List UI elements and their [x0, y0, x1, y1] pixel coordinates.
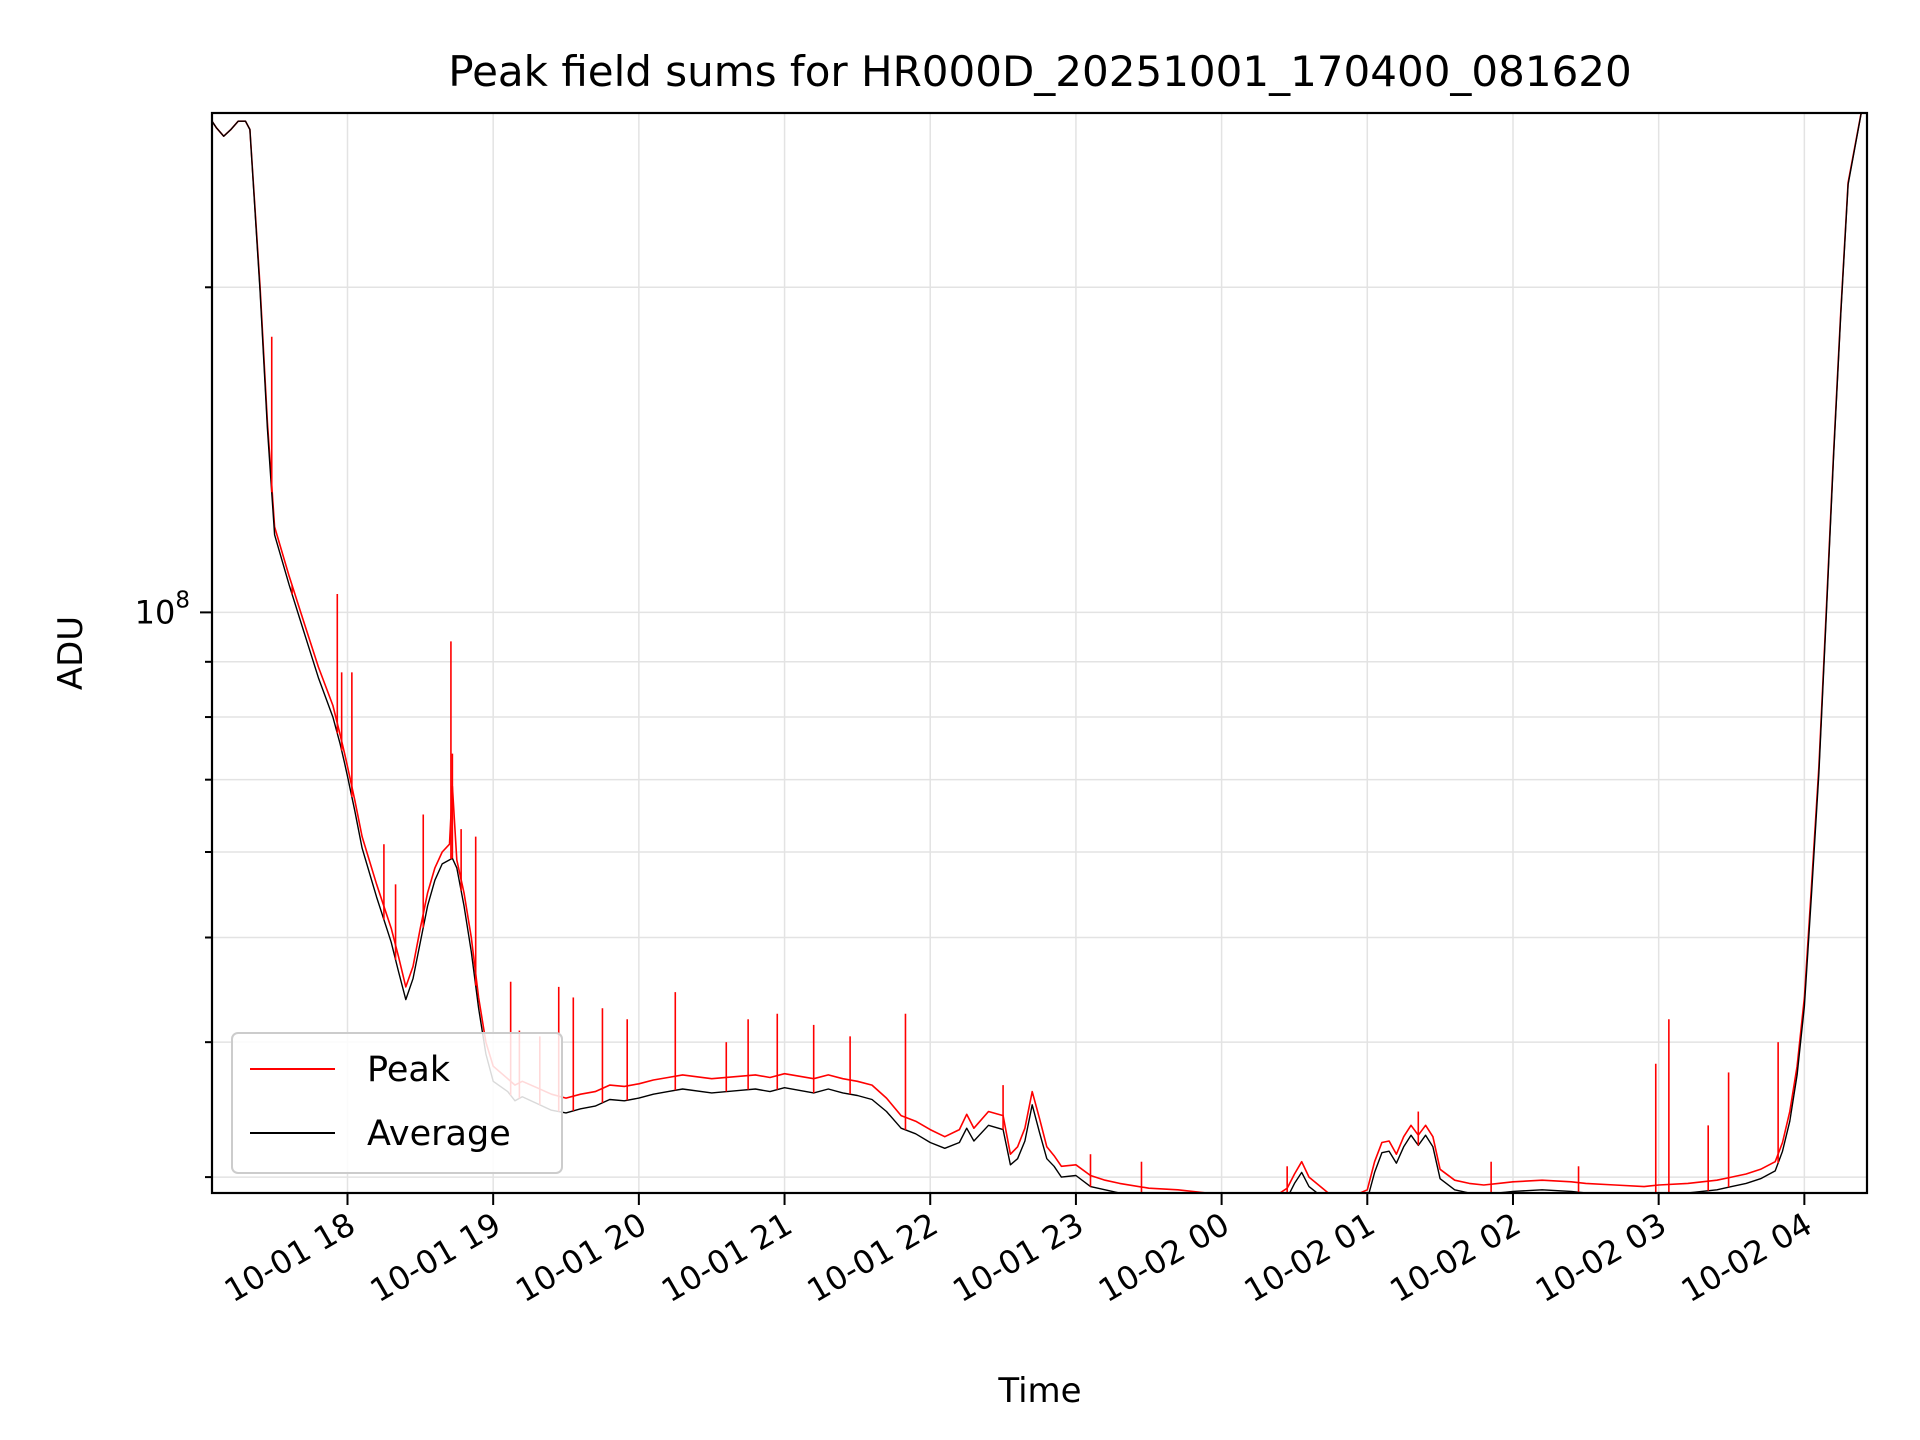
- legend: Peak Average: [231, 1032, 563, 1174]
- series-line-peak: [212, 113, 1862, 1193]
- x-axis-label: Time: [997, 1371, 1081, 1411]
- y-axis-label: ADU: [51, 616, 91, 690]
- legend-label-peak: Peak: [367, 1050, 451, 1090]
- y-tick-label: 108: [135, 587, 190, 631]
- plot-frame: [210, 111, 1869, 1195]
- legend-label-average: Average: [367, 1114, 511, 1154]
- chart-title: Peak field sums for HR000D_20251001_1704…: [448, 47, 1632, 96]
- series-line-average: [212, 113, 1862, 1193]
